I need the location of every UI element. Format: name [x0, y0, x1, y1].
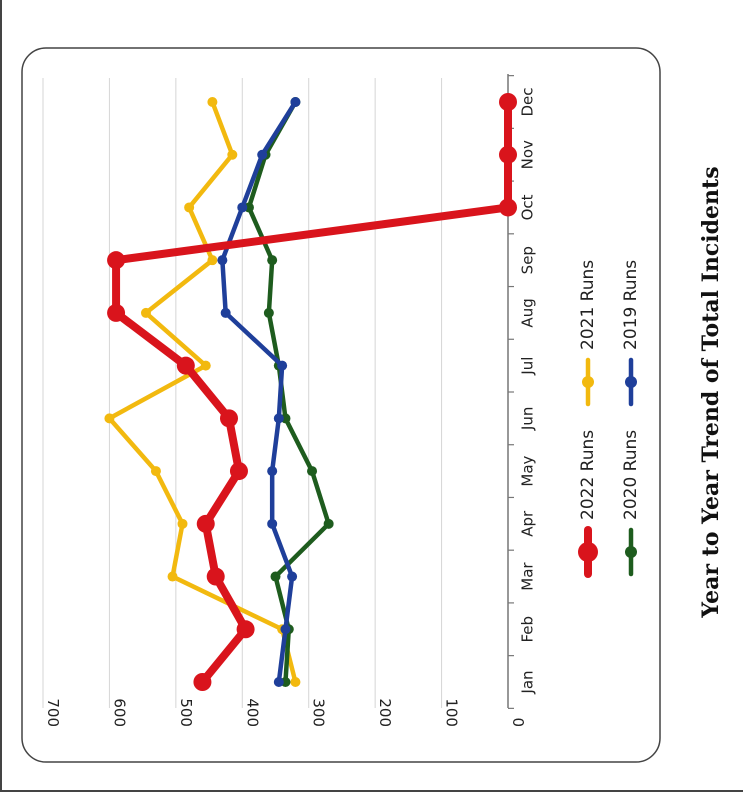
series-2021-runs [104, 97, 301, 687]
value-tick-label: 500 [177, 698, 195, 727]
data-point [323, 518, 334, 529]
category-tick-label: Nov [519, 140, 537, 169]
legend-item: 2019 Runs [621, 260, 641, 407]
data-point [267, 255, 278, 266]
chart-border [21, 47, 661, 763]
data-point [287, 571, 298, 582]
data-point [257, 149, 268, 160]
series-line [220, 99, 298, 685]
value-tick-label: 600 [110, 698, 128, 727]
legend-item: 2021 Runs [578, 260, 598, 407]
data-point [229, 462, 248, 481]
value-tick-label: 300 [310, 698, 328, 727]
data-point [206, 567, 225, 586]
data-point [270, 571, 281, 582]
category-tick-label: Feb [519, 616, 537, 643]
category-tick-label: Jul [519, 357, 537, 376]
value-tick-label: 400 [243, 698, 261, 727]
category-tick-label: Jun [519, 407, 537, 431]
data-point [280, 624, 291, 635]
data-point [236, 620, 255, 639]
value-tick-label: 100 [443, 698, 461, 727]
data-point [267, 466, 278, 477]
category-tick-label: Aug [519, 298, 537, 327]
data-point [220, 307, 231, 318]
legend-swatch-marker [625, 546, 637, 558]
grid-layer [42, 78, 443, 708]
legend-item: 2020 Runs [621, 430, 641, 577]
axis-layer: 0 100 200 300 400 500 600 700 Jan Feb Mar Apr May Jun… [44, 74, 537, 727]
legend-label: 2021 Runs [578, 260, 598, 350]
value-tick-label: 700 [44, 698, 62, 727]
category-tick-label: Jan [519, 670, 537, 694]
data-point [177, 518, 188, 529]
series-layer [104, 93, 517, 691]
legend-swatch-marker [582, 376, 594, 388]
data-point [267, 518, 278, 529]
data-point [277, 360, 288, 371]
category-tick-label: Mar [519, 562, 537, 591]
data-point [499, 145, 517, 164]
legend-swatch-marker [625, 376, 637, 388]
data-point [107, 303, 126, 322]
data-point [220, 409, 238, 428]
legend: 2022 Runs 2021 Runs 2020 Runs 2019 Runs [578, 260, 641, 578]
data-point [207, 255, 218, 266]
value-tick-label: 200 [376, 698, 394, 727]
category-tick-label: May [519, 455, 537, 486]
category-tick-label: Oct [519, 194, 537, 220]
legend-swatch-marker [578, 542, 598, 562]
data-point [290, 97, 301, 107]
data-point [273, 413, 284, 424]
data-point [167, 571, 178, 582]
data-point [184, 202, 195, 213]
legend-label: 2022 Runs [578, 430, 598, 520]
data-point [150, 466, 161, 477]
value-tick-label: 0 [509, 717, 527, 727]
chart-title: Year to Year Trend of Total Incidents [698, 166, 724, 618]
category-tick-label: Sep [519, 246, 537, 274]
data-point [290, 677, 301, 687]
legend-item: 2022 Runs [578, 430, 598, 578]
data-point [499, 198, 517, 217]
legend-label: 2020 Runs [621, 430, 641, 520]
data-point [273, 677, 284, 687]
data-point [263, 307, 274, 318]
data-point [104, 413, 115, 424]
category-tick-label: Dec [519, 87, 537, 116]
category-tick-label: Apr [519, 510, 537, 537]
legend-label: 2019 Runs [621, 260, 641, 350]
data-point [140, 307, 151, 318]
data-point [227, 149, 238, 160]
data-point [107, 251, 126, 270]
data-point [200, 360, 211, 371]
series-2022-runs [107, 93, 517, 691]
data-point [237, 202, 248, 213]
data-point [176, 356, 195, 375]
series-2019-runs [217, 97, 301, 687]
data-point [499, 93, 517, 111]
data-point [207, 97, 218, 107]
data-point [307, 466, 318, 477]
data-point [196, 514, 215, 533]
data-point [193, 673, 212, 691]
series-line [107, 99, 298, 685]
data-point [217, 255, 228, 266]
